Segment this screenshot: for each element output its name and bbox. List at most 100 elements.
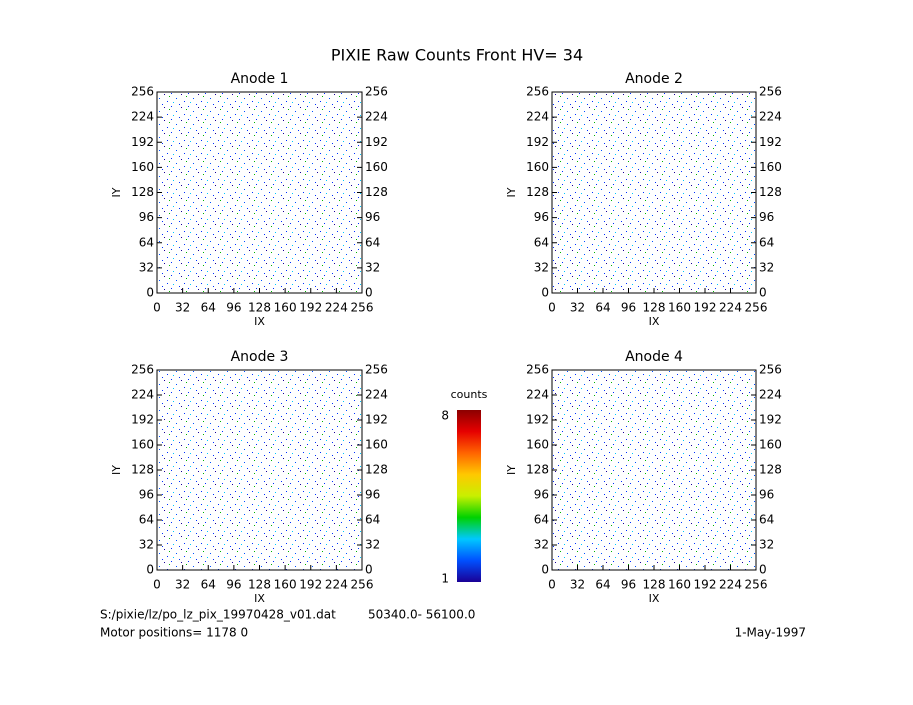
x-tick-label: 128 [248,578,271,592]
y2-tick-label: 224 [759,110,782,124]
y2-tick-label: 96 [365,210,380,224]
x-tick-label: 128 [643,578,666,592]
y-tick-label: 128 [526,185,549,199]
y2-tick-label: 160 [759,438,782,452]
heatmap-image [552,92,756,293]
panel-title: Anode 4 [625,349,683,365]
y2-tick-label: 64 [365,513,380,527]
y2-tick-label: 96 [759,488,774,502]
x-tick-label: 96 [621,301,636,315]
x-axis-label: IX [254,315,265,328]
x-tick-label: 64 [201,578,216,592]
x-tick-label: 96 [621,578,636,592]
y2-tick-label: 160 [365,160,388,174]
colorbar [457,410,481,582]
y2-tick-label: 256 [759,363,782,377]
x-tick-label: 0 [153,301,161,315]
x-tick-label: 192 [694,578,717,592]
y2-tick-label: 0 [759,286,767,300]
y2-tick-label: 64 [759,235,774,249]
x-tick-label: 256 [745,301,768,315]
y2-tick-label: 224 [365,388,388,402]
y-axis-label: IY [110,465,123,475]
x-tick-label: 64 [201,301,216,315]
y2-tick-label: 224 [365,110,388,124]
y2-tick-label: 32 [759,538,774,552]
x-tick-label: 64 [595,578,610,592]
x-tick-label: 256 [745,578,768,592]
colorbar-tick-label: 1 [441,572,449,586]
file-name: S:/pixie/lz/po_lz_pix_19970428_v01.dat [100,608,336,622]
colorbar-label: counts [451,388,488,401]
figure-title: PIXIE Raw Counts Front HV= 34 [331,46,583,65]
x-axis-label: IX [254,592,265,605]
y2-tick-label: 224 [759,388,782,402]
y-tick-label: 160 [526,438,549,452]
panel-title: Anode 3 [231,349,289,365]
y2-tick-label: 256 [365,363,388,377]
x-tick-label: 224 [719,578,742,592]
x-axis-label: IX [649,592,660,605]
x-tick-label: 224 [325,301,348,315]
y-tick-label: 128 [131,185,154,199]
y2-tick-label: 192 [759,135,782,149]
y-tick-label: 160 [131,438,154,452]
heatmap-image [157,370,362,570]
y-tick-label: 96 [534,210,549,224]
x-tick-label: 192 [299,578,322,592]
time-range: 50340.0- 56100.0 [368,608,475,622]
x-tick-label: 0 [548,578,556,592]
y-tick-label: 256 [526,85,549,99]
y2-tick-label: 128 [759,463,782,477]
x-tick-label: 128 [643,301,666,315]
y2-tick-label: 128 [365,185,388,199]
y-tick-label: 224 [526,110,549,124]
y-tick-label: 160 [526,160,549,174]
y2-tick-label: 160 [759,160,782,174]
y-tick-label: 32 [139,260,154,274]
y-tick-label: 96 [139,488,154,502]
y-tick-label: 0 [146,286,154,300]
y-tick-label: 128 [526,463,549,477]
y2-tick-label: 192 [759,413,782,427]
y-tick-label: 256 [526,363,549,377]
y-tick-label: 192 [526,135,549,149]
x-tick-label: 160 [668,301,691,315]
y2-tick-label: 0 [759,563,767,577]
x-tick-label: 192 [299,301,322,315]
y-tick-label: 32 [534,538,549,552]
x-tick-label: 160 [274,578,297,592]
y2-tick-label: 64 [365,235,380,249]
y-tick-label: 192 [526,413,549,427]
x-tick-label: 96 [226,301,241,315]
y-tick-label: 0 [541,563,549,577]
y-tick-label: 192 [131,413,154,427]
x-tick-label: 0 [548,301,556,315]
y-tick-label: 0 [146,563,154,577]
x-tick-label: 160 [274,301,297,315]
y2-tick-label: 96 [365,488,380,502]
y-tick-label: 224 [526,388,549,402]
y2-tick-label: 0 [365,563,373,577]
y2-tick-label: 32 [365,260,380,274]
y-tick-label: 64 [139,235,154,249]
x-tick-label: 96 [226,578,241,592]
y-axis-label: IY [505,187,518,197]
x-tick-label: 32 [570,578,585,592]
y2-tick-label: 128 [365,463,388,477]
x-tick-label: 32 [570,301,585,315]
y-tick-label: 160 [131,160,154,174]
y-tick-label: 32 [534,260,549,274]
y2-tick-label: 256 [365,85,388,99]
y2-tick-label: 192 [365,413,388,427]
x-tick-label: 224 [325,578,348,592]
y-tick-label: 64 [139,513,154,527]
panel-title: Anode 2 [625,71,683,87]
x-tick-label: 256 [351,578,374,592]
motor-positions: Motor positions= 1178 0 [100,626,248,640]
y-tick-label: 32 [139,538,154,552]
y-tick-label: 64 [534,513,549,527]
y-tick-label: 224 [131,110,154,124]
